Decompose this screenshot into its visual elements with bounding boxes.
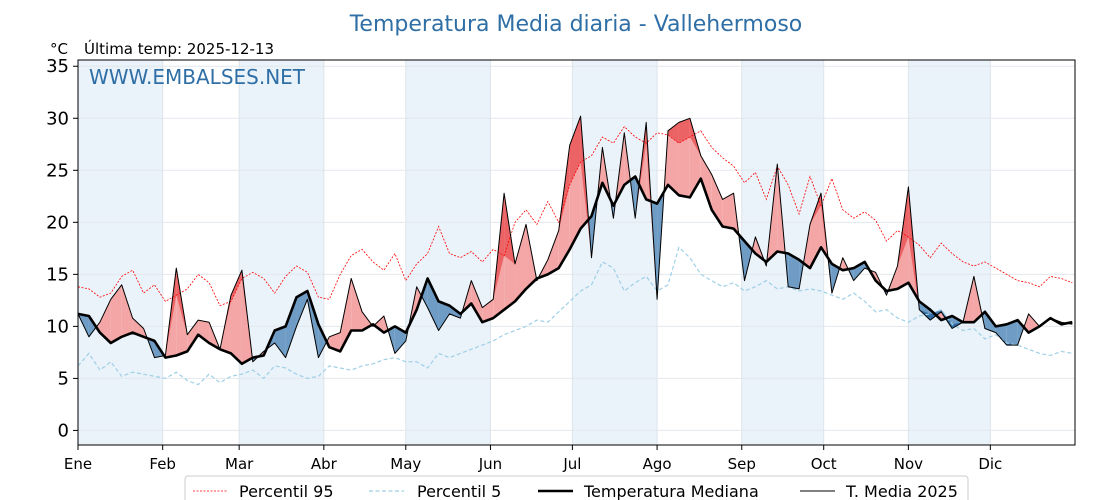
fill-above-median [515,224,526,302]
y-axis: 0 5 10 15 20 25 30 35 [46,56,78,441]
month-band-jul [572,60,658,445]
month-band-may [405,60,491,445]
y-tick-label: 5 [58,368,69,389]
fill-above-median [110,284,122,344]
fill-below-median [285,297,297,358]
y-tick-label: 35 [46,56,69,77]
fill-below-median [995,324,1007,346]
x-tick-label: Abr [311,455,338,473]
series-line-p95 [77,125,1073,307]
legend: Percentil 95 Percentil 5 Temperatura Media… [184,475,969,500]
plot-frame [77,59,1076,446]
y-tick-label: 0 [58,420,69,441]
y-tick-label: 30 [46,108,69,129]
x-tick-label: Dic [978,455,1002,473]
x-tick-label: Mar [225,455,254,473]
y-tick-label: 15 [46,264,69,285]
fill-below-median [274,326,286,358]
chart-title: Temperatura Media diaria - Vallehermoso [349,12,803,37]
legend-box [184,475,969,500]
x-axis: Ene Feb Mar Abr May Jun Jul Ago Sep Oct Nov Dic [64,445,1002,473]
fill-below-median [394,326,406,354]
legend-label-current: T. Media 2025 [845,482,958,500]
month-band-mar [239,60,324,445]
y-tick-label: 25 [46,160,69,181]
fill-above-p95 [668,122,679,144]
fill-above-p95 [230,270,242,302]
x-tick-label: Feb [149,455,176,473]
month-band-ene [78,60,163,445]
fill-below-median [318,324,327,358]
fill-above-median [329,332,341,352]
series-line-current [77,115,1073,363]
last-temp-label: Última temp: 2025-12-13 [84,39,274,58]
fill-above-p95 [569,116,581,185]
x-tick-label: Sep [728,455,756,473]
fill-above-median [351,278,363,331]
fill-above-median [471,280,483,323]
month-band-nov [908,60,991,445]
legend-label-median: Temperatura Mediana [583,482,759,500]
y-unit-label: °C [50,40,68,58]
series-lines [77,115,1073,386]
fill-above-p95 [678,118,690,144]
fill-above-median [132,318,144,337]
x-tick-label: Nov [894,455,923,473]
x-tick-label: Ene [64,455,92,473]
fill-below-median [1006,320,1018,346]
x-tick-label: Jul [562,455,581,473]
x-tick-label: Oct [811,455,837,473]
fill-below-median [744,241,753,281]
fill-above-median [482,299,494,323]
fill-above-median [198,320,210,344]
month-bands [78,60,991,445]
fill-above-median [700,155,712,210]
x-tick-label: Jun [478,455,502,473]
fill-above-median [121,284,133,337]
fill-above-median [547,230,559,275]
fill-above-median [525,224,537,289]
x-tick-label: Ago [643,455,672,473]
x-tick-label: May [390,455,421,473]
fill-above-median [810,193,821,269]
fill-above-median [99,299,111,344]
fill-below-median [88,315,97,337]
fill-below-median [296,291,308,327]
fill-below-median [427,278,439,331]
watermark: WWW.EMBALSES.NET [89,65,306,89]
y-tick-label: 10 [46,316,69,337]
fill-above-median [374,315,384,333]
y-tick-label: 20 [46,212,69,233]
fill-below-median [788,253,800,289]
legend-label-p5: Percentil 5 [417,482,501,500]
legend-label-p95: Percentil 95 [239,482,334,500]
fill-above-median [187,320,199,352]
series-line-median [77,175,1073,366]
fill-above-median [722,193,734,229]
fill-below-median [438,301,450,331]
